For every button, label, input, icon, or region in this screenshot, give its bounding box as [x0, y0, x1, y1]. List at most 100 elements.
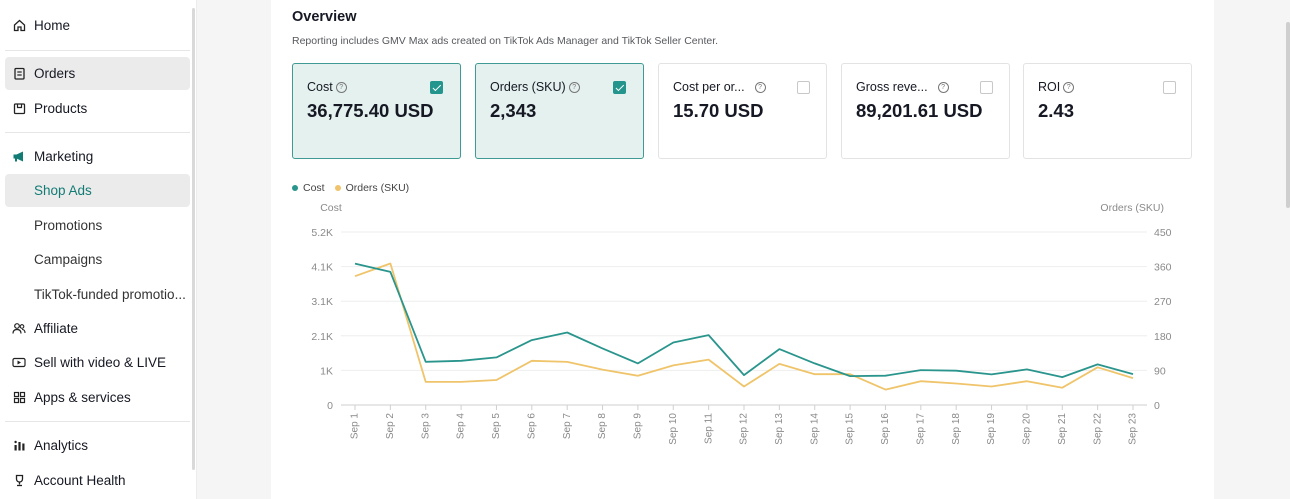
sidebar-item-analytics[interactable]: Analytics	[5, 429, 190, 462]
sidebar-item-account-health[interactable]: Account Health	[5, 464, 190, 497]
sidebar-divider	[5, 132, 190, 133]
x-tick-label: Sep 19	[986, 413, 997, 445]
sidebar-divider	[5, 50, 190, 51]
legend-item-orders[interactable]: Orders (SKU)	[334, 182, 410, 194]
overview-subtitle: Reporting includes GMV Max ads created o…	[292, 35, 719, 47]
sidebar-item-orders[interactable]: Orders	[5, 57, 190, 90]
sidebar-item-affiliate[interactable]: Affiliate	[5, 312, 190, 345]
x-tick-label: Sep 13	[774, 413, 785, 445]
sidebar-item-campaigns[interactable]: Campaigns	[5, 243, 190, 276]
metric-card-orders-sku[interactable]: Orders (SKU)? 2,343	[475, 63, 644, 159]
sidebar-scrollbar[interactable]	[192, 8, 195, 470]
y-tick-right: 90	[1154, 365, 1166, 377]
x-tick-label: Sep 20	[1022, 413, 1033, 445]
metric-label: Orders (SKU)	[490, 80, 566, 94]
metric-checkbox[interactable]	[1163, 81, 1176, 94]
sidebar-item-apps-services[interactable]: Apps & services	[5, 381, 190, 414]
x-tick-label: Sep 21	[1057, 413, 1068, 445]
x-tick-label: Sep 3	[420, 413, 431, 440]
sidebar-item-label: Orders	[34, 66, 76, 81]
sidebar: Home Orders Products Marketing Shop Ads …	[0, 0, 197, 499]
metric-card-roi[interactable]: ROI? 2.43	[1023, 63, 1192, 159]
x-tick-label: Sep 23	[1128, 413, 1139, 445]
y-tick-right: 360	[1154, 262, 1172, 274]
help-icon[interactable]: ?	[937, 81, 949, 93]
metric-checkbox[interactable]	[613, 81, 626, 94]
analytics-icon	[12, 439, 26, 453]
sidebar-item-home[interactable]: Home	[5, 9, 190, 42]
x-tick-label: Sep 15	[845, 413, 856, 445]
metric-value: 2.43	[1038, 100, 1075, 121]
x-tick-label: Sep 12	[739, 413, 750, 445]
trophy-icon	[12, 474, 26, 488]
sidebar-item-label: Promotions	[34, 218, 103, 233]
sidebar-item-label: Affiliate	[34, 321, 79, 336]
overview-panel: Overview Reporting includes GMV Max ads …	[271, 0, 1214, 499]
sidebar-item-sell-with-video-live[interactable]: Sell with video & LIVE	[5, 346, 190, 379]
y-tick-right: 0	[1154, 400, 1160, 412]
sidebar-item-tiktok-funded-promotions[interactable]: TikTok-funded promotio...	[5, 278, 190, 311]
page-scrollbar[interactable]	[1286, 22, 1290, 208]
x-tick-label: Sep 8	[597, 413, 608, 440]
x-tick-label: Sep 6	[526, 413, 537, 440]
metric-card-cost-per-order[interactable]: Cost per or...? 15.70 USD	[658, 63, 827, 159]
page-title: Overview	[292, 9, 357, 25]
metric-value: 89,201.61 USD	[856, 100, 983, 121]
x-tick-label: Sep 22	[1092, 413, 1103, 445]
y-tick-left: 2.1K	[311, 331, 333, 343]
metric-checkbox[interactable]	[797, 81, 810, 94]
x-tick-label: Sep 11	[703, 413, 714, 444]
help-icon[interactable]: ?	[335, 81, 347, 93]
series-line-orders-sku	[354, 262, 1134, 391]
x-tick-label: Sep 4	[456, 413, 467, 440]
sidebar-item-shop-ads[interactable]: Shop Ads	[5, 174, 190, 207]
sidebar-item-label: Analytics	[34, 438, 89, 453]
y-axis-left-title: Cost	[320, 202, 342, 214]
x-tick-label: Sep 14	[809, 413, 820, 445]
x-tick-label: Sep 9	[633, 413, 644, 440]
y-tick-right: 180	[1154, 331, 1172, 343]
x-tick-label: Sep 18	[951, 413, 962, 445]
help-icon[interactable]: ?	[568, 81, 580, 93]
y-tick-right: 450	[1154, 227, 1172, 239]
sidebar-item-promotions[interactable]: Promotions	[5, 209, 190, 242]
metric-value: 15.70 USD	[673, 100, 764, 121]
video-icon	[12, 356, 26, 370]
home-icon	[12, 19, 26, 33]
help-icon[interactable]: ?	[1063, 81, 1075, 93]
x-tick-label: Sep 17	[915, 413, 926, 445]
line-chart: Cost Orders (SKU) 0 0 1K 90 2.1K 180 3.1K 270 4.1K…	[311, 202, 1172, 445]
x-tick-label: Sep 7	[562, 413, 573, 440]
legend-dot	[292, 185, 298, 191]
metric-label: Cost per or...	[673, 80, 745, 94]
legend-dot	[334, 185, 341, 191]
help-icon[interactable]: ?	[754, 81, 766, 93]
x-tick-label: Sep 10	[668, 413, 679, 445]
products-icon	[12, 102, 26, 116]
metric-card-cost[interactable]: Cost? 36,775.40 USD	[292, 63, 461, 159]
chart-legend: Cost Orders (SKU)	[292, 182, 419, 194]
metric-checkbox[interactable]	[980, 81, 993, 94]
x-tick-label: Sep 16	[880, 413, 891, 445]
metric-label: ROI	[1038, 80, 1061, 94]
orders-icon	[12, 67, 26, 81]
y-tick-left: 1K	[320, 365, 333, 377]
sidebar-item-label: Apps & services	[34, 390, 131, 405]
apps-icon	[12, 391, 26, 405]
metric-card-gross-revenue[interactable]: Gross reve...? 89,201.61 USD	[841, 63, 1010, 159]
metric-checkbox[interactable]	[430, 81, 443, 94]
sidebar-item-products[interactable]: Products	[5, 92, 190, 125]
x-tick-label: Sep 5	[491, 413, 502, 440]
legend-label: Cost	[303, 182, 325, 194]
legend-item-cost[interactable]: Cost	[292, 182, 325, 194]
megaphone-icon	[12, 150, 26, 164]
sidebar-item-label: Products	[34, 101, 88, 116]
sidebar-item-marketing[interactable]: Marketing	[5, 140, 190, 173]
legend-label: Orders (SKU)	[345, 182, 410, 194]
sidebar-item-label: TikTok-funded promotio...	[34, 287, 186, 302]
sidebar-item-label: Campaigns	[34, 252, 103, 267]
y-tick-left: 0	[327, 400, 333, 412]
y-tick-right: 270	[1154, 296, 1172, 308]
sidebar-item-label: Home	[34, 18, 71, 33]
x-tick-label: Sep 2	[385, 413, 396, 440]
